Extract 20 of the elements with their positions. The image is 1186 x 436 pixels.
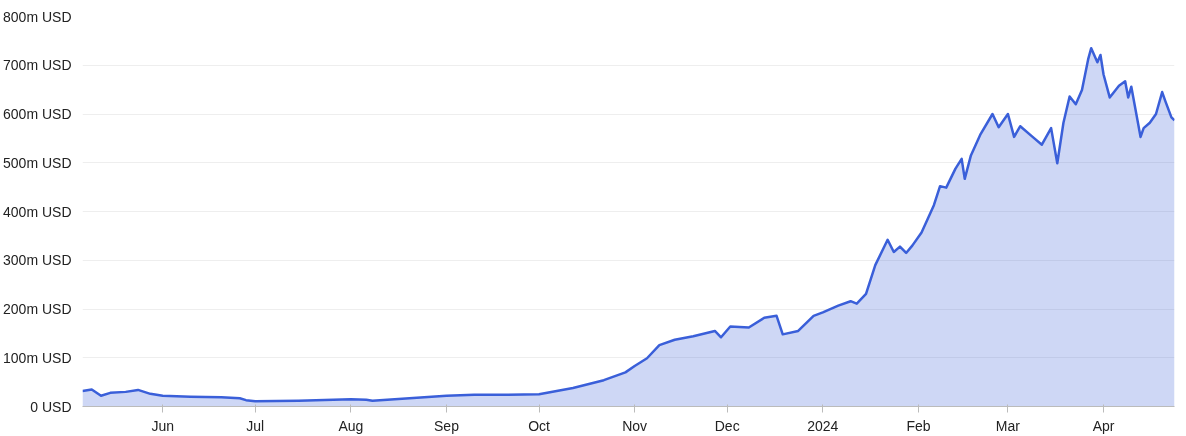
x-tick-label: Apr <box>1092 417 1115 434</box>
y-tick-label: 100m USD <box>3 349 72 366</box>
x-tick-label: Sep <box>434 417 460 434</box>
x-tick-label: Feb <box>906 417 931 434</box>
y-tick-label: 200m USD <box>3 301 72 317</box>
x-tick-label: Aug <box>338 417 364 434</box>
x-tick-label: Dec <box>714 417 740 434</box>
x-tick-label: Jun <box>151 417 174 434</box>
y-tick-label: 500m USD <box>3 154 72 171</box>
x-tick-label: 2024 <box>807 417 839 434</box>
x-tick-label: Oct <box>528 417 551 434</box>
y-tick-label: 700m USD <box>3 57 72 74</box>
y-tick-label: 800m USD <box>3 8 72 25</box>
y-tick-label: 0 USD <box>30 398 72 415</box>
x-tick-label: Mar <box>995 417 1021 434</box>
x-tick-label: Jul <box>246 417 265 434</box>
y-tick-label: 300m USD <box>3 252 72 269</box>
x-tick-label: Nov <box>622 417 648 434</box>
y-tick-label: 600m USD <box>3 106 72 122</box>
y-tick-label: 400m USD <box>3 203 72 220</box>
